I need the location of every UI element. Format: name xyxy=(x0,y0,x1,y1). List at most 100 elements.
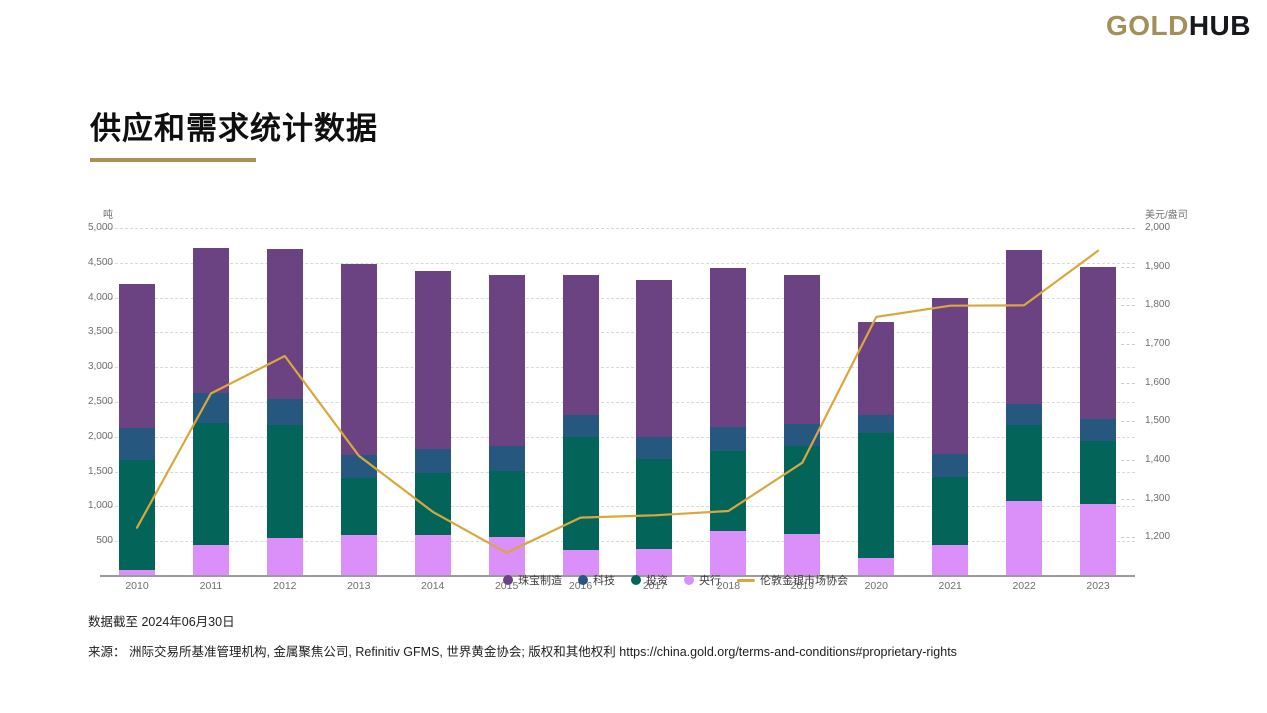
bar-segment-科技-2018[interactable] xyxy=(710,427,747,451)
bar-2012 xyxy=(266,248,303,576)
right-axis-tick xyxy=(1121,344,1135,345)
bar-segment-央行-2014[interactable] xyxy=(414,535,451,576)
bar-segment-科技-2021[interactable] xyxy=(932,453,969,478)
bar-segment-投资-2012[interactable] xyxy=(266,425,303,539)
legend-item-lbma-price[interactable]: 伦敦金银市场协会 xyxy=(737,572,848,588)
bar-segment-珠宝制造-2021[interactable] xyxy=(932,298,969,454)
bar-segment-科技-2014[interactable] xyxy=(414,448,451,474)
bar-2023 xyxy=(1080,267,1117,576)
bar-segment-央行-2012[interactable] xyxy=(266,538,303,576)
x-axis-label-2019: 2019 xyxy=(790,580,815,592)
logo-hub-text: HUB xyxy=(1188,10,1251,41)
bar-segment-珠宝制造-2010[interactable] xyxy=(118,283,155,428)
technology-swatch-icon xyxy=(578,575,588,585)
right-axis-tick xyxy=(1121,382,1135,384)
gridline xyxy=(100,436,1135,438)
bar-2016 xyxy=(562,274,599,576)
y-axis-left-tick-label: 2,500 xyxy=(87,396,113,407)
y-axis-left-tick-label: 3,000 xyxy=(87,361,113,373)
bar-segment-投资-2023[interactable] xyxy=(1080,441,1117,505)
bar-segment-科技-2016[interactable] xyxy=(562,415,599,438)
right-axis-unit: 美元/盎司 xyxy=(1145,210,1188,221)
bar-segment-投资-2010[interactable] xyxy=(118,459,155,571)
x-axis-label-2017: 2017 xyxy=(642,580,667,592)
bar-segment-珠宝制造-2017[interactable] xyxy=(636,279,673,437)
page-title: 供应和需求统计数据 xyxy=(90,111,378,146)
x-axis-label-2014: 2014 xyxy=(421,580,445,592)
bar-segment-央行-2019[interactable] xyxy=(784,534,821,576)
bar-segment-科技-2011[interactable] xyxy=(192,392,229,423)
bar-segment-科技-2017[interactable] xyxy=(636,436,673,460)
investment-swatch-icon xyxy=(631,575,641,585)
bar-segment-珠宝制造-2014[interactable] xyxy=(414,271,451,449)
bar-2011 xyxy=(192,247,229,576)
bar-segment-科技-2012[interactable] xyxy=(266,398,303,426)
bar-segment-投资-2015[interactable] xyxy=(488,470,525,537)
bar-segment-科技-2015[interactable] xyxy=(488,446,525,471)
bar-segment-央行-2020[interactable] xyxy=(858,558,895,576)
gridline xyxy=(100,297,1135,299)
bar-segment-央行-2023[interactable] xyxy=(1080,504,1117,576)
y-axis-left-tick-label: 4,000 xyxy=(87,291,113,303)
bar-segment-珠宝制造-2020[interactable] xyxy=(858,322,895,415)
bar-segment-珠宝制造-2011[interactable] xyxy=(192,247,229,393)
bar-segment-科技-2020[interactable] xyxy=(858,414,895,433)
bar-2022 xyxy=(1006,250,1043,576)
bar-segment-央行-2011[interactable] xyxy=(192,544,229,576)
bar-segment-科技-2022[interactable] xyxy=(1006,403,1043,426)
legend-label: 伦敦金银市场协会 xyxy=(760,575,848,587)
y-axis-left-tick-label: 1,000 xyxy=(87,500,113,512)
bar-segment-央行-2022[interactable] xyxy=(1006,500,1043,576)
bar-segment-投资-2013[interactable] xyxy=(340,477,377,535)
gridline xyxy=(100,471,1135,473)
gridline xyxy=(100,506,1135,508)
y-axis-left-tick-label: 5,000 xyxy=(87,222,113,233)
bar-segment-央行-2017[interactable] xyxy=(636,549,673,576)
bar-segment-投资-2022[interactable] xyxy=(1006,425,1043,501)
bar-segment-珠宝制造-2018[interactable] xyxy=(710,268,747,428)
bar-segment-珠宝制造-2022[interactable] xyxy=(1006,250,1043,404)
bar-segment-珠宝制造-2023[interactable] xyxy=(1080,267,1117,420)
bar-segment-珠宝制造-2016[interactable] xyxy=(562,274,599,416)
bar-segment-投资-2014[interactable] xyxy=(414,473,451,536)
legend-label: 投资 xyxy=(646,575,668,587)
x-axis-label-2010: 2010 xyxy=(125,580,149,592)
bar-segment-投资-2018[interactable] xyxy=(710,450,747,532)
bar-segment-央行-2016[interactable] xyxy=(562,549,599,576)
bar-2019 xyxy=(784,274,821,576)
right-axis-tick xyxy=(1121,228,1135,229)
bar-segment-珠宝制造-2013[interactable] xyxy=(340,264,377,455)
x-axis-label-2021: 2021 xyxy=(938,580,962,592)
y-axis-right-tick-label: 2,000 xyxy=(1145,222,1171,233)
bar-segment-投资-2021[interactable] xyxy=(932,477,969,545)
bar-segment-投资-2011[interactable] xyxy=(192,422,229,545)
bar-segment-科技-2010[interactable] xyxy=(118,427,155,460)
y-axis-left-tick-label: 500 xyxy=(96,535,113,547)
x-axis-line xyxy=(100,575,1135,577)
bar-segment-央行-2015[interactable] xyxy=(488,536,525,576)
bar-segment-科技-2019[interactable] xyxy=(784,423,821,447)
bar-2015 xyxy=(488,274,525,576)
bar-segment-投资-2017[interactable] xyxy=(636,459,673,550)
bar-segment-投资-2020[interactable] xyxy=(858,433,895,559)
lbma-line-swatch-icon xyxy=(737,578,755,582)
bar-segment-央行-2010[interactable] xyxy=(118,570,155,576)
bar-segment-央行-2021[interactable] xyxy=(932,544,969,576)
gridline xyxy=(100,228,1135,229)
x-axis-label-2022: 2022 xyxy=(1012,580,1036,592)
bar-segment-珠宝制造-2015[interactable] xyxy=(488,274,525,447)
legend-item-central-bank[interactable]: 央行 xyxy=(684,572,721,588)
bar-segment-央行-2013[interactable] xyxy=(340,534,377,576)
legend-item-technology[interactable]: 科技 xyxy=(578,572,615,588)
bar-segment-科技-2013[interactable] xyxy=(340,454,377,478)
y-axis-right-tick-label: 1,400 xyxy=(1145,454,1171,465)
legend-item-investment[interactable]: 投资 xyxy=(631,572,668,588)
bar-segment-央行-2018[interactable] xyxy=(710,531,747,576)
bar-segment-珠宝制造-2019[interactable] xyxy=(784,274,821,424)
bar-segment-投资-2016[interactable] xyxy=(562,437,599,550)
x-axis-label-2023: 2023 xyxy=(1086,580,1110,592)
legend-label: 珠宝制造 xyxy=(518,575,562,587)
legend-item-jewellery[interactable]: 珠宝制造 xyxy=(503,572,562,588)
right-axis-tick xyxy=(1121,498,1135,500)
bar-segment-科技-2023[interactable] xyxy=(1080,419,1117,442)
